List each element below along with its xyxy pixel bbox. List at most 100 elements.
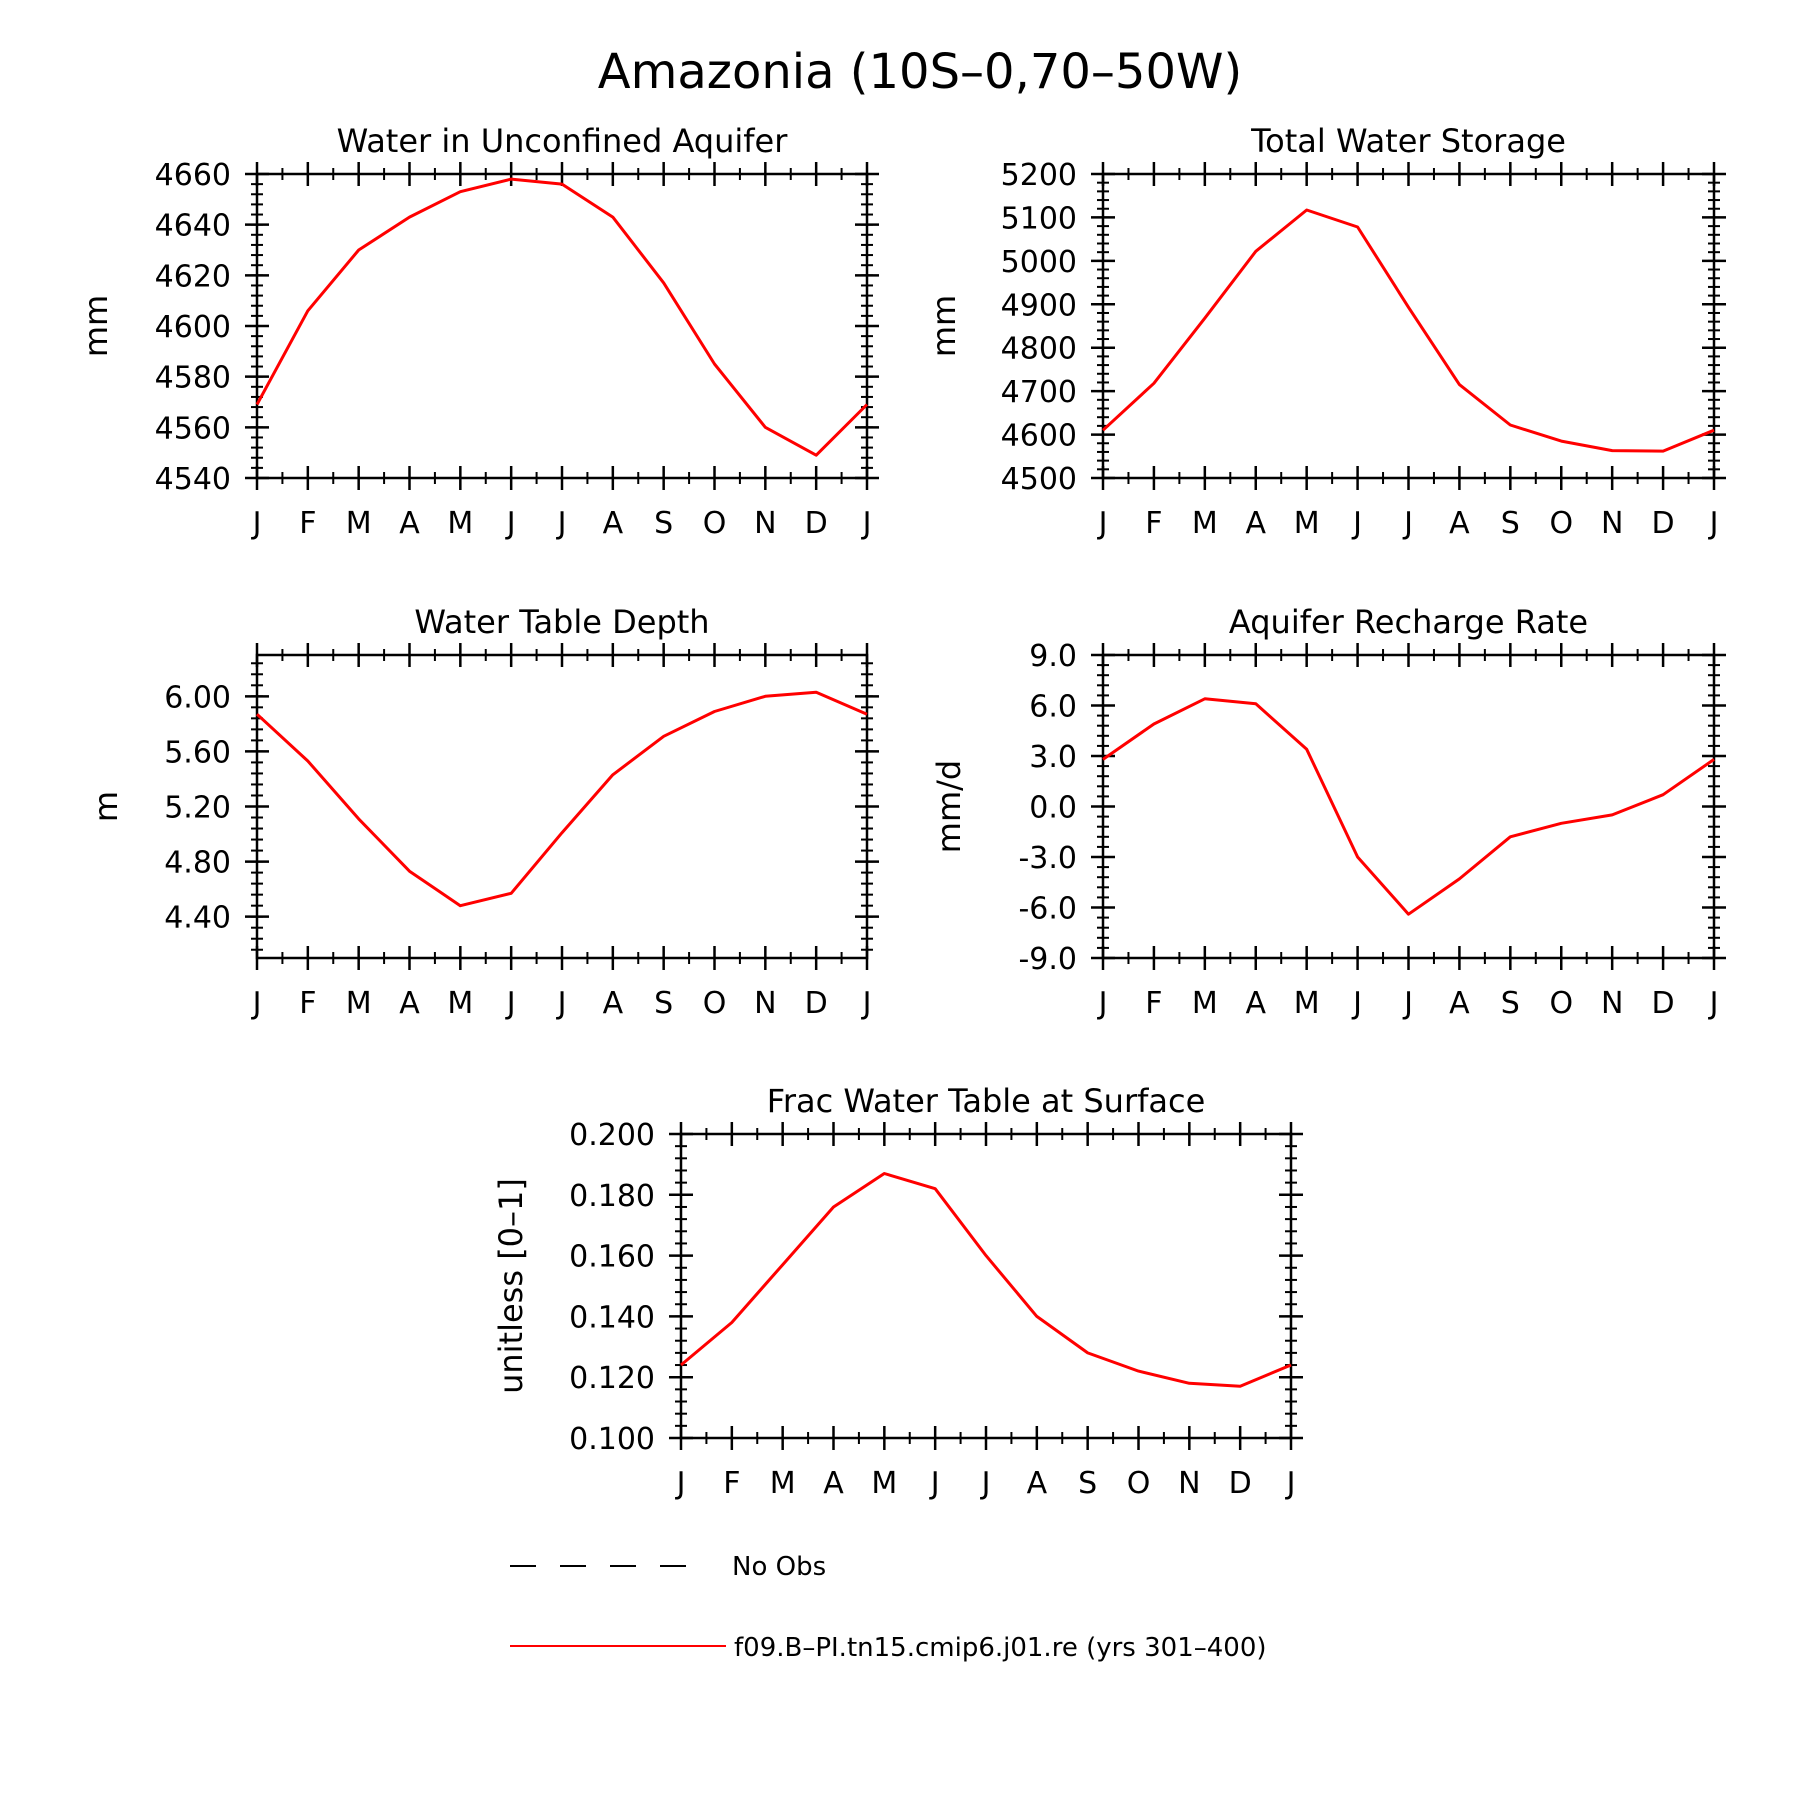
y-tick-label: 4560 [155,411,231,446]
panel-title: Frac Water Table at Surface [767,1082,1206,1120]
y-tick-label: -6.0 [1018,892,1077,927]
x-tick-label: A [1245,986,1266,1021]
x-tick-label: J [1708,986,1719,1021]
figure-title: Amazonia (10S–0,70–50W) [598,44,1242,100]
y-tick-label: 9.0 [1029,639,1077,674]
y-tick-label: 4640 [155,209,231,244]
x-tick-label: J [1097,506,1108,541]
x-tick-label: D [1652,986,1675,1021]
panel-title: Total Water Storage [1250,122,1566,160]
series-line [255,690,868,908]
y-tick-label: 4620 [155,259,231,294]
x-tick-label: D [1652,506,1675,541]
y-tick-label: 4700 [1001,375,1077,410]
y-tick-label: 5200 [1001,158,1077,193]
x-tick-label: F [1145,986,1162,1021]
x-tick-label: S [654,986,673,1021]
x-tick-label: M [447,506,473,541]
panel-title: Water Table Depth [414,603,709,641]
x-tick-label: D [805,986,828,1021]
y-tick-label: 0.0 [1029,791,1077,826]
y-tick-label: 4600 [155,310,231,345]
panel-title: Aquifer Recharge Rate [1229,603,1588,641]
x-tick-label: N [1601,986,1623,1021]
x-tick-label: A [823,1466,844,1501]
x-tick-label: J [505,986,516,1021]
y-tick-label: 4.80 [164,846,231,881]
x-tick-label: A [603,506,624,541]
x-tick-label: A [399,506,420,541]
x-tick-label: J [556,506,567,541]
x-tick-label: J [929,1466,940,1501]
y-tick-label: -9.0 [1018,942,1077,977]
legend-label-no-obs: No Obs [732,1552,826,1582]
x-tick-label: N [1601,506,1623,541]
x-tick-label: F [723,1466,740,1501]
panel-5: Frac Water Table at Surface unitless [0–1… [492,1082,1303,1501]
y-tick-label: 4660 [155,158,231,193]
x-tick-label: M [346,506,372,541]
x-tick-label: A [1027,1466,1048,1501]
y-tick-label: 5.60 [164,735,231,770]
y-tick-label: 4900 [1001,288,1077,323]
plot-frame [679,1132,1293,1440]
x-tick-label: N [754,506,776,541]
x-tick-label: O [703,506,727,541]
series-line [255,177,869,457]
y-axis-label: mm/d [930,760,968,853]
series-line [1101,208,1715,453]
y-tick-label: 6.0 [1029,690,1077,725]
y-tick-label: 0.160 [569,1240,655,1275]
legend: No Obs f09.B–PI.tn15.cmip6.j01.re (yrs 3… [510,1552,1267,1663]
x-tick-label: O [1549,986,1573,1021]
y-axis-label: mm [77,295,115,357]
series-line [1102,697,1715,916]
x-tick-label: J [251,986,262,1021]
x-tick-label: J [980,1466,991,1501]
x-tick-label: A [1245,506,1266,541]
x-tick-label: J [1402,506,1413,541]
y-tick-label: 0.120 [569,1361,655,1396]
y-tick-label: 4500 [1001,462,1077,497]
y-tick-label: 4800 [1001,332,1077,367]
x-tick-label: J [505,506,516,541]
x-tick-label: J [861,986,872,1021]
y-axis-label: m [87,791,125,822]
x-tick-label: O [1549,506,1573,541]
x-tick-label: A [1449,506,1470,541]
y-axis-label: mm [925,295,963,357]
x-tick-label: M [346,986,372,1021]
x-tick-label: M [770,1466,796,1501]
y-axis-label: unitless [0–1] [492,1178,530,1394]
x-tick-label: J [675,1466,686,1501]
y-tick-label: 0.200 [569,1118,655,1153]
y-tick-label: 5.20 [164,791,231,826]
x-tick-label: F [299,986,316,1021]
x-tick-label: N [754,986,776,1021]
x-tick-label: J [861,506,872,541]
y-tick-label: 4540 [155,462,231,497]
y-tick-label: 4.40 [164,901,231,936]
x-tick-label: M [871,1466,897,1501]
y-tick-label: 4600 [1001,419,1077,454]
y-tick-label: 0.180 [569,1179,655,1214]
x-tick-label: J [1351,506,1362,541]
y-tick-label: 0.100 [569,1422,655,1457]
legend-label-model: f09.B–PI.tn15.cmip6.j01.re (yrs 301–400) [734,1633,1267,1663]
x-tick-label: M [1192,986,1218,1021]
x-tick-label: J [251,506,262,541]
x-tick-label: A [1449,986,1470,1021]
x-tick-label: S [1078,1466,1097,1501]
x-tick-label: O [703,986,727,1021]
x-tick-label: S [1501,986,1520,1021]
x-tick-label: F [299,506,316,541]
x-tick-label: O [1127,1466,1151,1501]
y-tick-label: 5100 [1001,201,1077,236]
y-tick-label: 5000 [1001,245,1077,280]
